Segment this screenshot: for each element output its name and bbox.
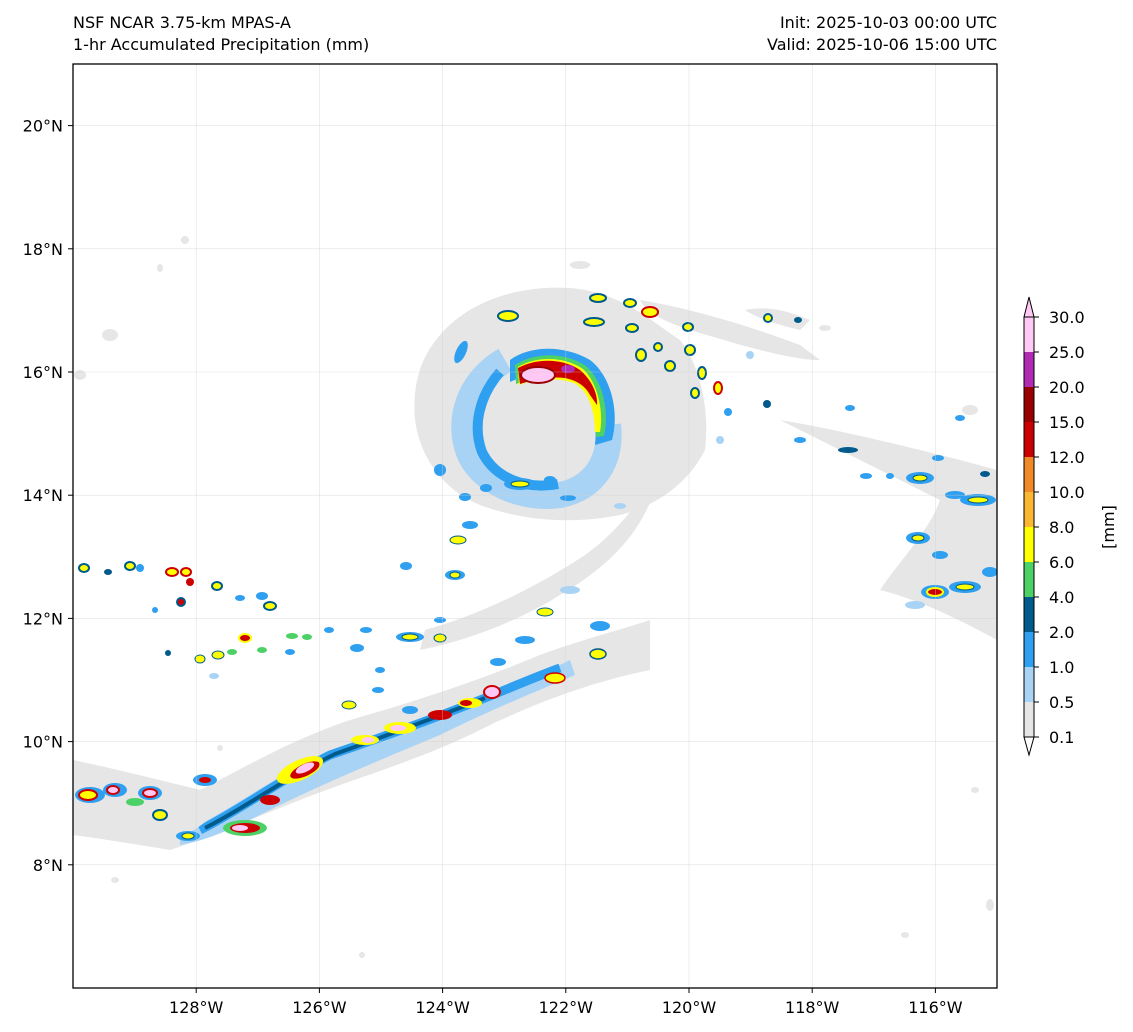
colorbar-segment [1024, 317, 1034, 352]
colorbar: 0.1 0.5 1.0 2.0 4.0 6.0 8.0 10.0 12.0 15.0 20.0 25.… [1023, 296, 1085, 757]
gridlines [73, 64, 997, 988]
colorbar-tick-label: 6.0 [1049, 553, 1074, 572]
colorbar-tick-label: 30.0 [1049, 308, 1085, 327]
lon-tick-label: 120°W [662, 998, 717, 1017]
colorbar-segment [1024, 632, 1034, 667]
lat-ticks: 8°N 10°N 12°N 14°N 16°N 18°N 20°N [23, 117, 73, 875]
title-left: NSF NCAR 3.75-km MPAS-A 1-hr Accumulated… [73, 12, 369, 56]
field-name: 1-hr Accumulated Precipitation (mm) [73, 35, 370, 54]
colorbar-unit-label: [mm] [1099, 505, 1118, 549]
lat-tick-label: 16°N [23, 363, 63, 382]
lat-tick-label: 14°N [23, 486, 63, 505]
colorbar-extend-max [1023, 296, 1035, 318]
colorbar-segment [1024, 457, 1034, 492]
valid-time: Valid: 2025-10-06 15:00 UTC [766, 35, 997, 54]
colorbar-segment [1024, 352, 1034, 387]
colorbar-segment [1024, 527, 1034, 562]
colorbar-segment [1024, 387, 1034, 422]
colorbar-segment [1024, 422, 1034, 457]
colorbar-tick-label: 1.0 [1049, 658, 1074, 677]
cyclone-outer-band [640, 300, 820, 360]
north-east-light [745, 308, 810, 330]
sw-band-cells [223, 648, 607, 836]
colorbar-extend-min [1023, 736, 1035, 757]
precip-field [73, 236, 997, 958]
lon-tick-label: 116°W [908, 998, 963, 1017]
lat-tick-label: 10°N [23, 733, 63, 752]
title-right: Init: 2025-10-03 00:00 UTC Valid: 2025-1… [767, 12, 997, 56]
colorbar-tick-label: 12.0 [1049, 448, 1085, 467]
west-cluster-cells [75, 774, 217, 841]
lat-tick-label: 12°N [23, 609, 63, 628]
colorbar-tick-label: 4.0 [1049, 588, 1074, 607]
sparse-specks [74, 236, 994, 958]
lon-ticks: 128°W 126°W 124°W 122°W 120°W 118°W 116°W [169, 988, 963, 1017]
eyewall-purple [561, 365, 575, 373]
lat-tick-label: 18°N [23, 240, 63, 259]
colorbar-segment [1024, 492, 1034, 527]
init-time: Init: 2025-10-03 00:00 UTC [779, 13, 997, 32]
cyclone-outer-cells [434, 293, 894, 509]
lon-tick-label: 124°W [415, 998, 470, 1017]
colorbar-segment [1024, 667, 1034, 702]
colorbar-tick-label: 0.5 [1049, 693, 1074, 712]
cyclone-ring [451, 348, 622, 509]
colorbar-tick-label: 10.0 [1049, 483, 1085, 502]
colorbar-tick-label: 8.0 [1049, 518, 1074, 537]
colorbar-segment [1024, 702, 1034, 737]
lon-tick-label: 118°W [785, 998, 840, 1017]
east-light-band [780, 420, 997, 640]
lat-tick-label: 8°N [33, 856, 63, 875]
colorbar-tick-label: 15.0 [1049, 413, 1085, 432]
cyclone-spiral-band [420, 470, 660, 650]
scattered-cells [78, 478, 610, 714]
colorbar-segment [1024, 562, 1034, 597]
eyewall-max [520, 366, 556, 384]
colorbar-segment [1024, 597, 1034, 632]
colorbar-tick-label: 2.0 [1049, 623, 1074, 642]
map-frame [72, 63, 998, 989]
colorbar-tick-label: 25.0 [1049, 343, 1085, 362]
lon-tick-label: 126°W [292, 998, 347, 1017]
colorbar-tick-label: 0.1 [1049, 728, 1074, 747]
model-name: NSF NCAR 3.75-km MPAS-A [73, 13, 291, 32]
lon-tick-label: 128°W [169, 998, 224, 1017]
sw-band-light [73, 620, 650, 850]
colorbar-tick-label: 20.0 [1049, 378, 1085, 397]
lon-tick-label: 122°W [539, 998, 594, 1017]
lat-tick-label: 20°N [23, 117, 63, 136]
